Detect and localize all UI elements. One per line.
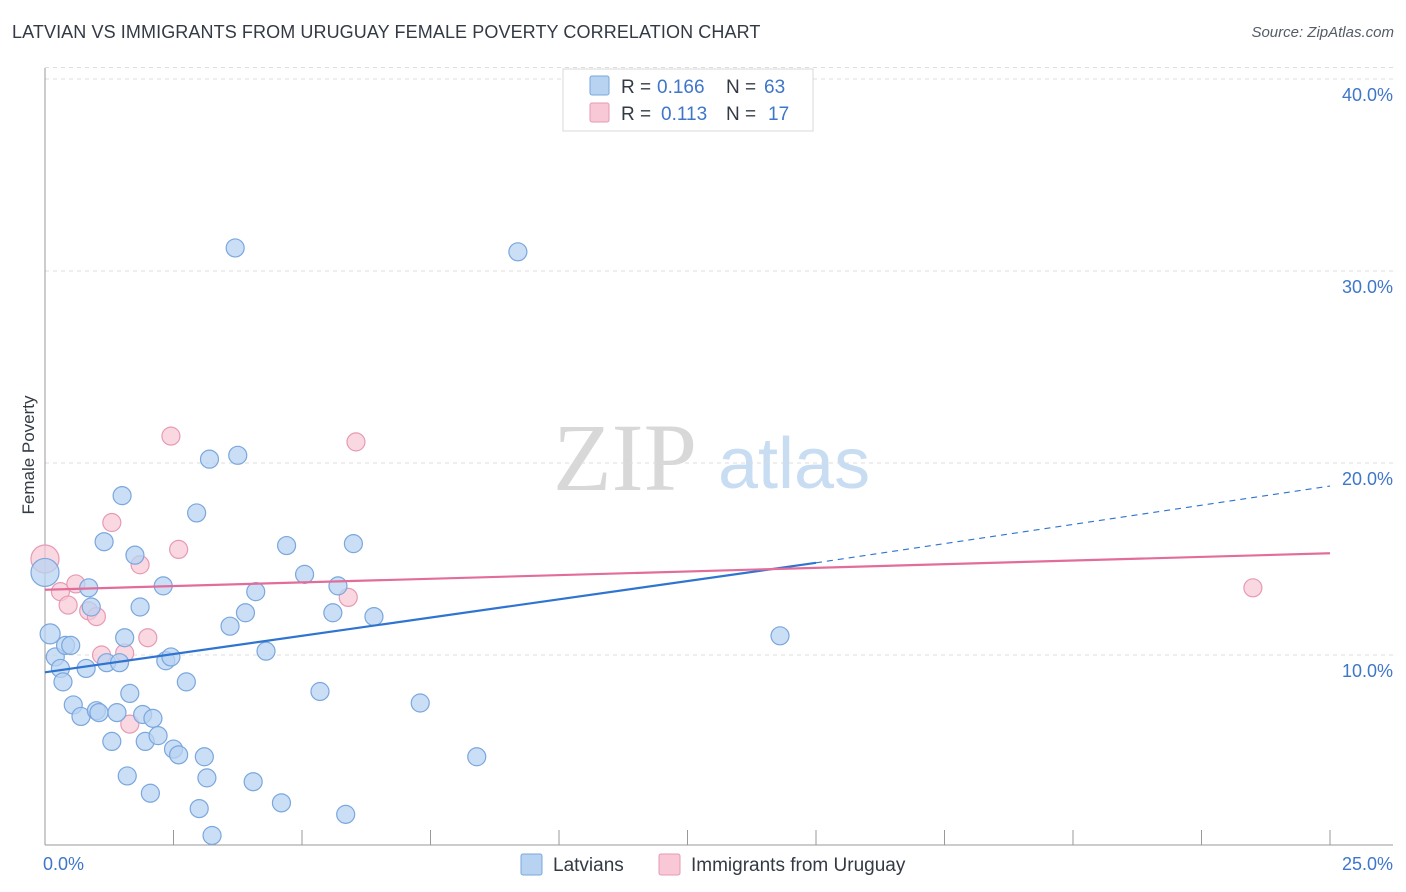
latvian-point-21: [117, 766, 137, 786]
uruguay-point-9: [120, 714, 140, 734]
uruguay-point-13: [169, 539, 189, 560]
tick-labels: 10.0% 20.0% 30.0% 40.0% 0.0% 25.0%: [43, 85, 1393, 874]
legend-r-value-uruguay: 0.113: [661, 104, 707, 125]
source-credit: Source: ZipAtlas.com: [1251, 24, 1394, 41]
latvian-point-49: [271, 793, 292, 813]
latvian-point-29: [148, 726, 168, 746]
latvian-point-59: [467, 747, 487, 767]
latvian-points: [30, 238, 790, 846]
latvian-point-11: [81, 597, 101, 617]
latvian-point-41: [202, 825, 222, 846]
latvian-point-55: [336, 804, 356, 824]
latvian-point-60: [508, 242, 528, 262]
latvian-point-44: [228, 445, 248, 465]
uruguay-point-2: [58, 595, 78, 615]
watermark-zip: ZIP: [553, 404, 697, 511]
uruguay-point-16: [1243, 578, 1263, 598]
y-tick-label-3: 40.0%: [1342, 85, 1393, 105]
bottom-legend-latvians: Latvians: [553, 855, 624, 876]
legend-n-label-latvians: N =: [726, 77, 756, 98]
y-axis-label: Female Poverty: [19, 395, 38, 515]
latvian-point-19: [112, 486, 132, 506]
legend-swatch-latvians: [589, 75, 610, 96]
latvian-point-23: [125, 545, 145, 565]
latvian-trend-extension: [815, 485, 1331, 564]
correlation-legend: R = 0.166 N = 63 R = 0.113 N = 17: [562, 68, 814, 132]
latvian-point-35: [176, 672, 196, 692]
latvian-point-14: [94, 532, 114, 552]
latvian-point-13: [89, 702, 109, 723]
latvian-point-24: [130, 597, 150, 617]
bottom-legend-uruguay: Immigrants from Uruguay: [691, 855, 906, 876]
watermark-atlas: atlas: [718, 424, 870, 504]
latvian-point-52: [310, 681, 330, 702]
x-tick-label-0: 0.0%: [43, 854, 84, 874]
latvian-point-43: [225, 238, 245, 258]
latvian-point-51: [294, 564, 315, 584]
latvian-point-42: [220, 616, 240, 636]
latvian-point-0: [30, 557, 60, 588]
latvian-point-57: [364, 606, 384, 627]
uruguay-point-11: [138, 628, 158, 648]
latvian-point-32: [161, 647, 181, 667]
trend-lines: [44, 485, 1331, 674]
legend-n-value-uruguay: 17: [768, 104, 789, 125]
uruguay-point-7: [102, 512, 122, 533]
latvian-point-28: [143, 708, 163, 728]
legend-r-label-latvians: R =: [621, 77, 651, 98]
latvian-point-36: [187, 503, 207, 523]
latvian-point-39: [197, 768, 217, 788]
latvian-point-27: [140, 783, 160, 803]
uruguay-trend-line: [44, 552, 1331, 591]
latvian-point-34: [169, 745, 189, 765]
latvian-point-56: [343, 534, 363, 554]
axes: [44, 68, 1393, 846]
grid-lines: [45, 66, 1393, 656]
legend-r-value-latvians: 0.166: [657, 77, 705, 98]
latvian-point-48: [256, 641, 276, 661]
latvian-point-45: [235, 603, 256, 623]
legend-n-label-uruguay: N =: [726, 104, 756, 125]
latvian-point-54: [328, 576, 348, 596]
latvian-point-61: [770, 626, 790, 646]
latvian-point-46: [243, 772, 263, 792]
latvian-point-16: [102, 731, 122, 752]
latvian-point-38: [194, 747, 214, 767]
chart-title: LATVIAN VS IMMIGRANTS FROM URUGUAY FEMAL…: [12, 22, 761, 42]
y-tick-label-0: 10.0%: [1342, 661, 1393, 681]
series-legend: Latvians Immigrants from Uruguay: [520, 853, 906, 876]
latvian-point-47: [246, 582, 266, 602]
legend-r-label-uruguay: R =: [621, 104, 651, 125]
latvian-point-22: [120, 683, 140, 704]
uruguay-point-15: [346, 432, 366, 452]
latvian-point-20: [115, 628, 135, 648]
latvian-point-50: [276, 535, 297, 556]
y-tick-label-1: 20.0%: [1342, 469, 1393, 489]
latvian-point-4: [53, 672, 73, 692]
latvian-point-37: [189, 798, 209, 819]
legend-swatch-uruguay: [589, 102, 610, 123]
latvian-point-40: [199, 449, 220, 469]
latvian-trend-line: [44, 561, 817, 674]
latvian-point-58: [410, 693, 430, 713]
legend-n-value-latvians: 63: [764, 77, 785, 98]
latvian-point-6: [61, 635, 81, 656]
latvian-point-17: [107, 702, 127, 723]
bottom-legend-swatch-uruguay: [658, 853, 681, 876]
y-tick-label-2: 30.0%: [1342, 277, 1393, 297]
latvian-point-1: [39, 623, 61, 645]
x-tick-label-1: 25.0%: [1342, 854, 1393, 874]
uruguay-point-12: [161, 426, 181, 446]
latvian-point-53: [323, 603, 343, 623]
bottom-legend-swatch-latvians: [520, 853, 543, 876]
